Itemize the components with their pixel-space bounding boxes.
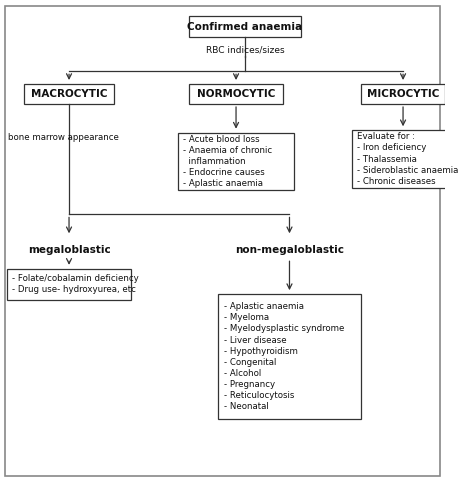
Text: - Folate/cobalamin deficiency
- Drug use- hydroxyurea, etc: - Folate/cobalamin deficiency - Drug use… (12, 274, 139, 295)
FancyBboxPatch shape (7, 269, 131, 300)
Text: bone marrow appearance: bone marrow appearance (8, 133, 119, 142)
FancyBboxPatch shape (218, 294, 361, 419)
FancyBboxPatch shape (361, 84, 446, 104)
Text: - Aplastic anaemia
- Myeloma
- Myelodysplastic syndrome
- Liver disease
- Hypoth: - Aplastic anaemia - Myeloma - Myelodysp… (225, 302, 345, 411)
FancyBboxPatch shape (189, 84, 283, 104)
Text: Confirmed anaemia: Confirmed anaemia (187, 22, 302, 31)
Text: MICROCYTIC: MICROCYTIC (367, 89, 439, 99)
Text: Evaluate for :
- Iron deficiency
- Thalassemia
- Sideroblastic anaemia
- Chronic: Evaluate for : - Iron deficiency - Thala… (357, 133, 458, 186)
Text: megaloblastic: megaloblastic (27, 245, 110, 255)
FancyBboxPatch shape (189, 16, 301, 37)
Text: non-megaloblastic: non-megaloblastic (235, 245, 344, 255)
FancyBboxPatch shape (25, 84, 114, 104)
FancyBboxPatch shape (178, 133, 294, 190)
FancyBboxPatch shape (5, 6, 440, 476)
Text: RBC indices/sizes: RBC indices/sizes (206, 46, 284, 54)
FancyBboxPatch shape (352, 130, 454, 188)
Text: NORMOCYTIC: NORMOCYTIC (197, 89, 275, 99)
Text: - Acute blood loss
- Anaemia of chronic
  inflammation
- Endocrine causes
- Apla: - Acute blood loss - Anaemia of chronic … (183, 135, 273, 188)
Text: MACROCYTIC: MACROCYTIC (31, 89, 107, 99)
